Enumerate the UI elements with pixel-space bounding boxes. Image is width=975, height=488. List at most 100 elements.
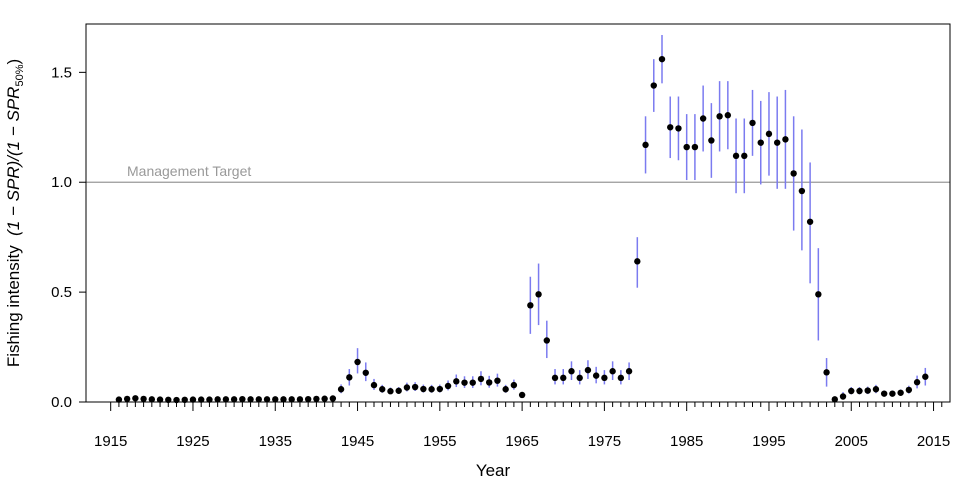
point-1950 [395, 387, 402, 394]
point-1985 [683, 143, 690, 151]
point-1920 [148, 396, 156, 403]
point-1981 [650, 82, 657, 89]
point-1956 [444, 382, 452, 390]
x-tick-label-1965: 1965 [505, 433, 538, 450]
point-1994 [757, 139, 764, 146]
y-tick-label-1: 0.5 [51, 284, 72, 301]
point-2000 [806, 218, 814, 225]
point-1976 [609, 368, 616, 375]
point-1974 [592, 372, 600, 379]
point-1993 [749, 119, 756, 127]
point-1957 [453, 378, 460, 385]
point-1941 [321, 395, 328, 402]
point-1955 [436, 385, 444, 393]
y-tick-label-0: 0.0 [51, 394, 72, 411]
point-1934 [263, 396, 271, 403]
x-tick-label-1945: 1945 [341, 433, 374, 450]
point-1998 [790, 170, 797, 177]
y-axis-label-prefix: Fishing intensity [4, 236, 23, 367]
point-2007 [864, 387, 871, 394]
point-1916 [115, 396, 123, 403]
point-1965 [518, 391, 526, 399]
point-2009 [880, 390, 888, 397]
point-1968 [543, 337, 550, 344]
point-2013 [913, 379, 921, 386]
point-1929 [222, 396, 230, 403]
x-axis-label: Year [476, 461, 511, 480]
point-1945 [354, 358, 361, 366]
point-1969 [551, 374, 559, 382]
point-1954 [428, 386, 435, 393]
point-1952 [411, 383, 419, 391]
point-1988 [708, 137, 715, 144]
y-axis-label-expression: (1 − SPR)/(1 − SPR [4, 87, 23, 236]
point-1996 [774, 139, 781, 146]
point-1983 [667, 124, 674, 131]
point-1936 [280, 396, 287, 403]
point-1949 [387, 388, 394, 395]
point-1991 [732, 152, 740, 160]
point-1939 [304, 395, 312, 403]
point-1960 [477, 375, 485, 383]
point-1928 [214, 396, 221, 403]
point-1978 [625, 368, 633, 375]
point-1962 [494, 377, 501, 384]
x-tick-label-2005: 2005 [835, 433, 868, 450]
point-1970 [560, 374, 567, 382]
point-1997 [782, 136, 789, 143]
point-1964 [510, 381, 518, 389]
point-1948 [379, 386, 386, 393]
point-1940 [313, 395, 320, 403]
point-1947 [370, 381, 378, 389]
point-1992 [741, 152, 748, 160]
point-1932 [247, 396, 254, 403]
x-tick-label-1915: 1915 [94, 433, 127, 450]
point-1995 [765, 130, 773, 138]
point-1961 [486, 379, 493, 386]
point-2008 [872, 386, 880, 393]
x-tick-label-1995: 1995 [752, 433, 785, 450]
point-1966 [527, 302, 534, 309]
y-tick-label-2: 1.0 [51, 174, 72, 191]
point-1984 [675, 125, 682, 132]
point-1986 [691, 143, 699, 151]
point-2002 [823, 369, 830, 376]
point-1927 [206, 396, 213, 403]
point-2014 [922, 373, 929, 380]
point-1963 [502, 386, 509, 393]
point-1924 [181, 396, 188, 404]
point-1930 [230, 396, 238, 403]
point-1951 [403, 384, 411, 391]
point-1918 [132, 395, 139, 402]
y-tick-label-3: 1.5 [51, 64, 72, 81]
point-1971 [568, 368, 575, 375]
x-tick-label-2015: 2015 [917, 433, 950, 450]
point-2003 [831, 396, 838, 403]
point-1933 [255, 396, 262, 403]
point-1919 [140, 395, 147, 403]
point-1946 [362, 369, 369, 376]
y-axis-label-suffix: ) [4, 59, 23, 65]
point-1999 [798, 187, 806, 195]
point-1975 [601, 374, 608, 382]
point-1935 [272, 396, 279, 403]
point-2001 [815, 291, 822, 298]
x-tick-label-1985: 1985 [670, 433, 703, 450]
point-1931 [239, 395, 246, 403]
x-tick-label-1955: 1955 [423, 433, 456, 450]
point-1926 [198, 396, 205, 403]
y-axis-label: Fishing intensity (1 − SPR)/(1 − SPR50%) [4, 59, 26, 367]
management-target-label: Management Target [127, 163, 251, 179]
y-axis-label-subscript: 50% [14, 64, 26, 86]
x-tick-label-1975: 1975 [588, 433, 621, 450]
point-2004 [839, 393, 847, 400]
point-1982 [658, 55, 666, 63]
point-1958 [461, 379, 468, 386]
point-2011 [897, 389, 904, 396]
point-1942 [329, 395, 337, 402]
point-2010 [889, 390, 896, 397]
point-1990 [724, 112, 732, 119]
point-2005 [848, 387, 855, 395]
point-1967 [535, 291, 542, 298]
